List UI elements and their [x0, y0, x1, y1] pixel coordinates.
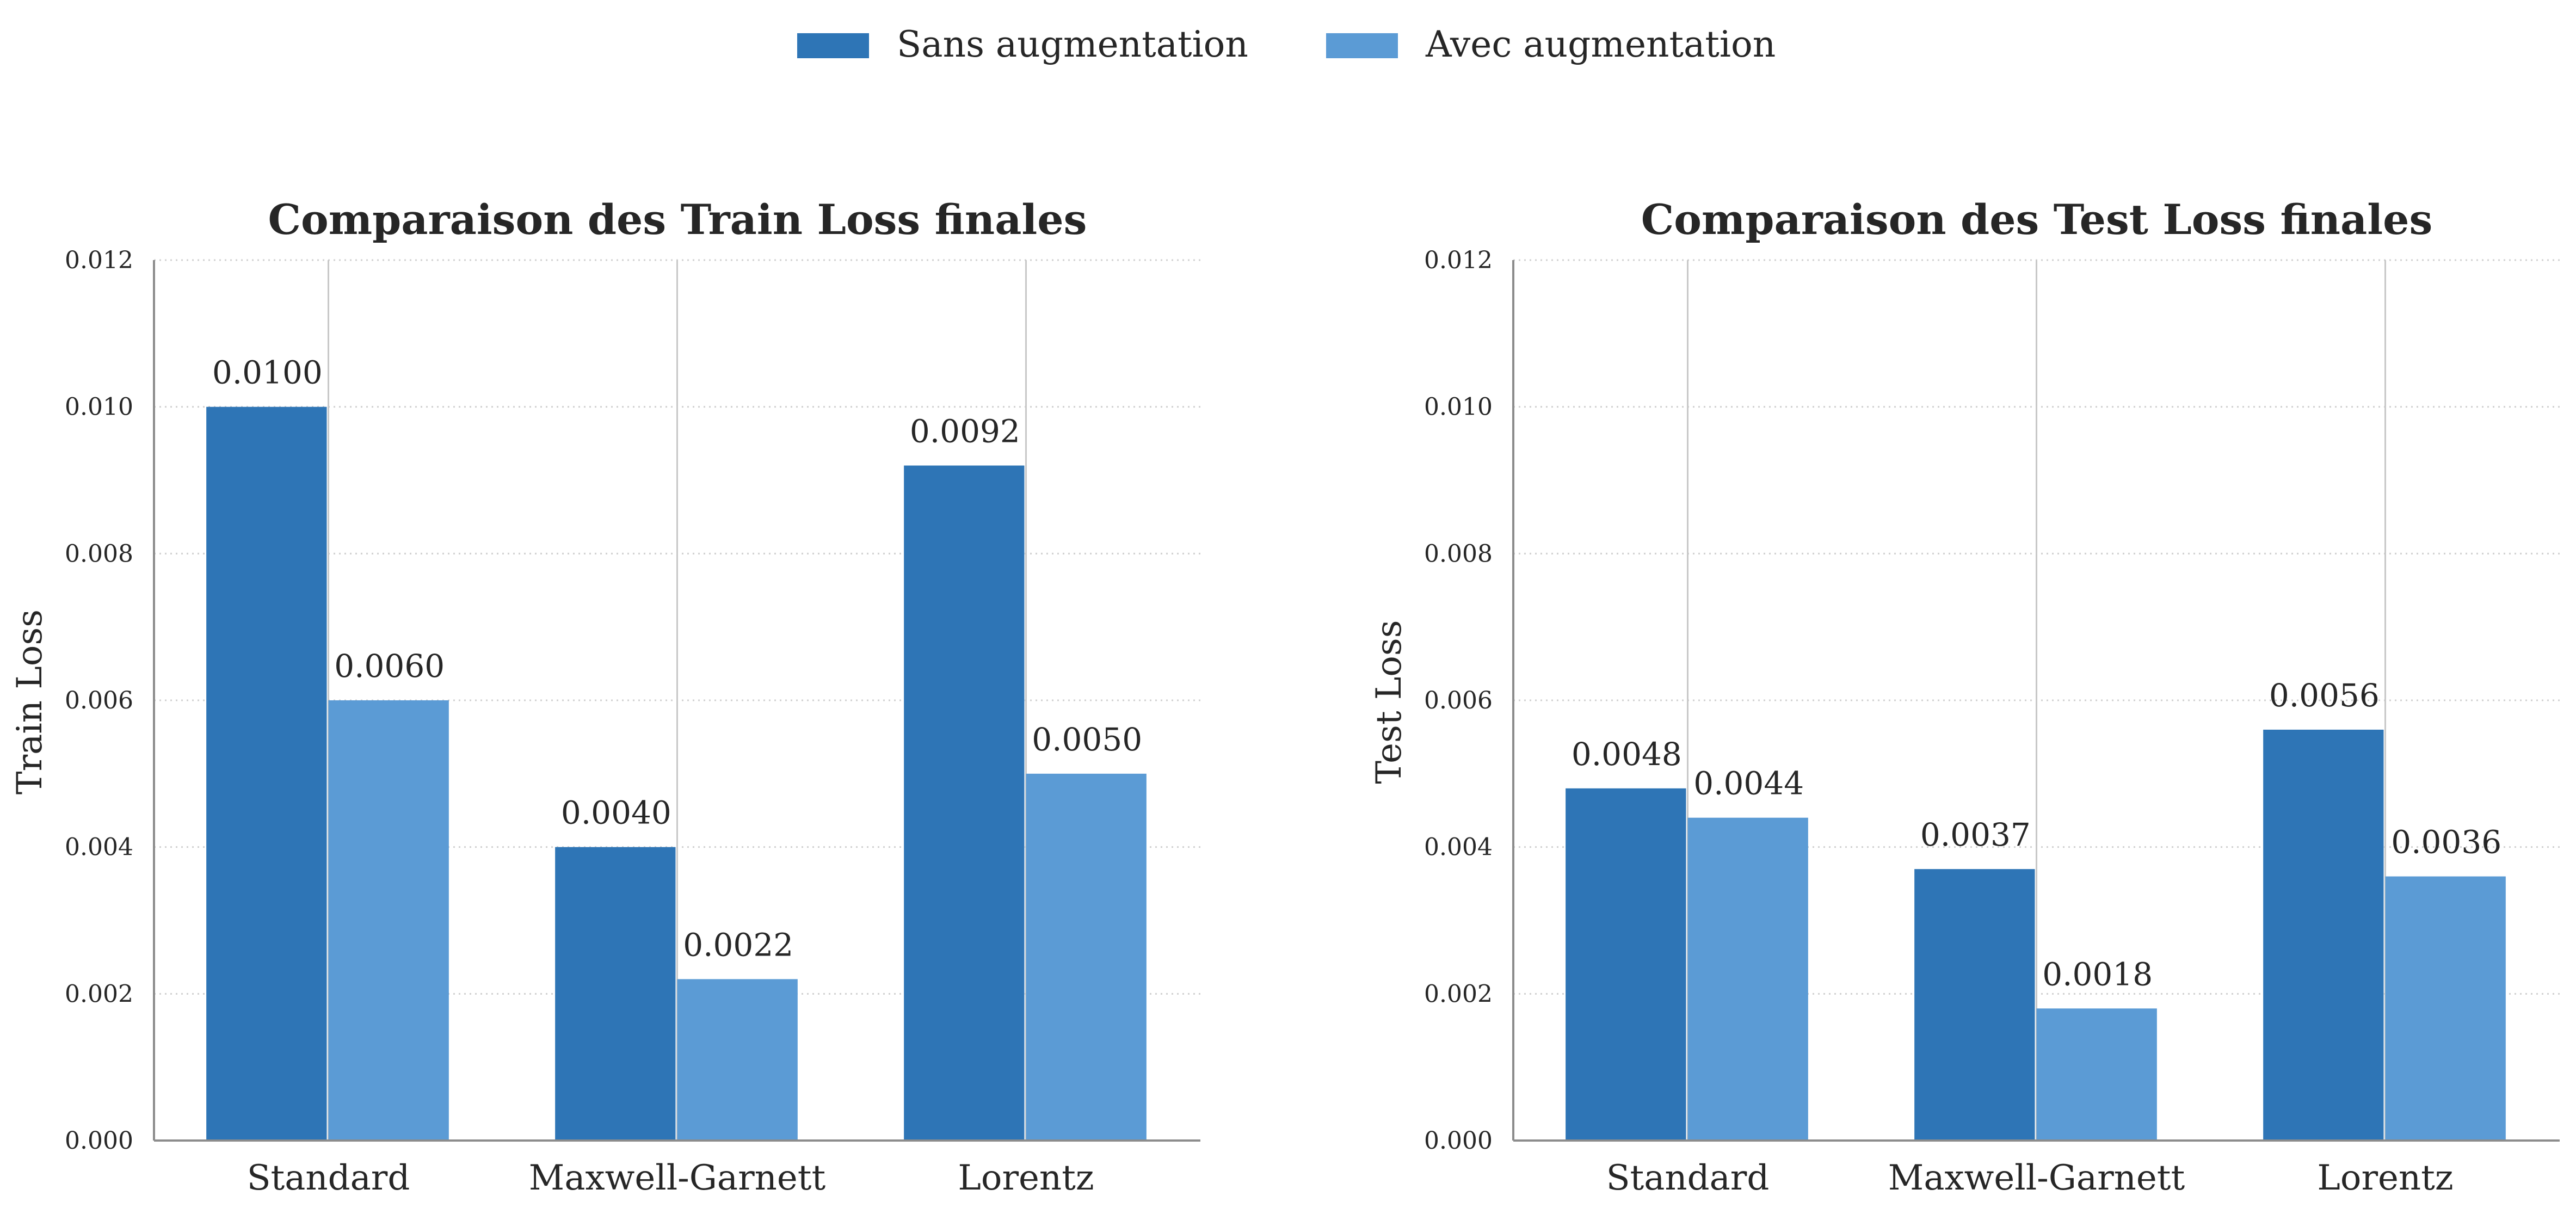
train-loss-chart: 0.000 0.002 0.004 0.006 0.008 0.010 0.012 Stan…: [10, 195, 1200, 1198]
train-loss-bar-value-label: 0.0100: [212, 354, 323, 391]
legend-swatch-avec-augmentation: [1326, 33, 1398, 58]
test-loss-y-tick-label: 0.006: [1424, 687, 1493, 714]
train-loss-y-tick-label: 0.002: [65, 980, 133, 1008]
train-loss-y-tick-label: 0.010: [65, 393, 133, 421]
legend-label-avec-augmentation: Avec augmentation: [1425, 23, 1776, 65]
train-loss-y-tick-label: 0.004: [65, 834, 133, 861]
legend: Sans augmentation Avec augmentation: [797, 23, 1776, 65]
train-loss-y-tick-label: 0.006: [65, 687, 133, 714]
train-loss-x-tick-label: Maxwell-Garnett: [529, 1158, 826, 1198]
test-loss-bar-maxwell-garnett-sans-augmentation: [1914, 869, 2035, 1141]
test-loss-chart-title: Comparaison des Test Loss finales: [1641, 195, 2433, 244]
train-loss-chart-title: Comparaison des Train Loss finales: [268, 195, 1087, 244]
train-loss-y-tick-label: 0.000: [65, 1127, 133, 1155]
train-loss-bar-value-label: 0.0060: [334, 648, 445, 685]
test-loss-chart: 0.000 0.002 0.004 0.006 0.008 0.010 0.012 Stan…: [1369, 195, 2560, 1198]
train-loss-x-tick-label: Standard: [247, 1158, 410, 1198]
train-loss-x-tick-label: Lorentz: [958, 1158, 1094, 1198]
test-loss-bar-standard-avec-augmentation: [1687, 817, 1808, 1141]
test-loss-bar-standard-sans-augmentation: [1566, 788, 1686, 1141]
test-loss-y-tick-label: 0.000: [1424, 1127, 1493, 1155]
train-loss-bar-standard-avec-augmentation: [328, 700, 449, 1141]
train-loss-y-axis-label: Train Loss: [10, 609, 50, 794]
test-loss-x-tick-label: Maxwell-Garnett: [1888, 1158, 2185, 1198]
test-loss-bar-lorentz-sans-augmentation: [2263, 729, 2384, 1141]
test-loss-bar-lorentz-avec-augmentation: [2385, 876, 2506, 1141]
train-loss-bar-value-label: 0.0092: [910, 413, 1020, 450]
test-loss-y-tick-label: 0.010: [1424, 393, 1493, 421]
test-loss-bar-value-label: 0.0044: [1693, 765, 1804, 802]
test-loss-bar-value-label: 0.0037: [1920, 816, 2031, 853]
test-loss-y-axis-label: Test Loss: [1369, 620, 1409, 784]
test-loss-bar-value-label: 0.0048: [1572, 736, 1682, 773]
test-loss-y-tick-label: 0.012: [1424, 247, 1493, 274]
train-loss-y-tick-label: 0.008: [65, 540, 133, 568]
legend-swatch-sans-augmentation: [797, 33, 869, 58]
test-loss-y-tick-label: 0.002: [1424, 980, 1493, 1008]
train-loss-bar-lorentz-sans-augmentation: [904, 465, 1025, 1141]
train-loss-y-tick-label: 0.012: [65, 247, 133, 274]
test-loss-bar-value-label: 0.0036: [2391, 824, 2501, 861]
test-loss-y-tick-label: 0.008: [1424, 540, 1493, 568]
test-loss-x-tick-label: Lorentz: [2317, 1158, 2453, 1198]
legend-label-sans-augmentation: Sans augmentation: [897, 23, 1248, 65]
train-loss-bar-value-label: 0.0022: [683, 926, 793, 963]
test-loss-bar-value-label: 0.0056: [2269, 677, 2380, 714]
train-loss-bar-maxwell-garnett-avec-augmentation: [677, 979, 798, 1141]
train-loss-bar-value-label: 0.0040: [561, 794, 671, 831]
train-loss-bar-maxwell-garnett-sans-augmentation: [555, 847, 676, 1141]
train-loss-bar-lorentz-avec-augmentation: [1026, 773, 1147, 1141]
train-loss-bar-standard-sans-augmentation: [206, 406, 327, 1141]
test-loss-y-tick-label: 0.004: [1424, 834, 1493, 861]
test-loss-bar-maxwell-garnett-avec-augmentation: [2036, 1008, 2157, 1141]
test-loss-x-tick-label: Standard: [1606, 1158, 1770, 1198]
train-loss-bar-value-label: 0.0050: [1032, 721, 1142, 758]
test-loss-bar-value-label: 0.0018: [2042, 956, 2153, 993]
